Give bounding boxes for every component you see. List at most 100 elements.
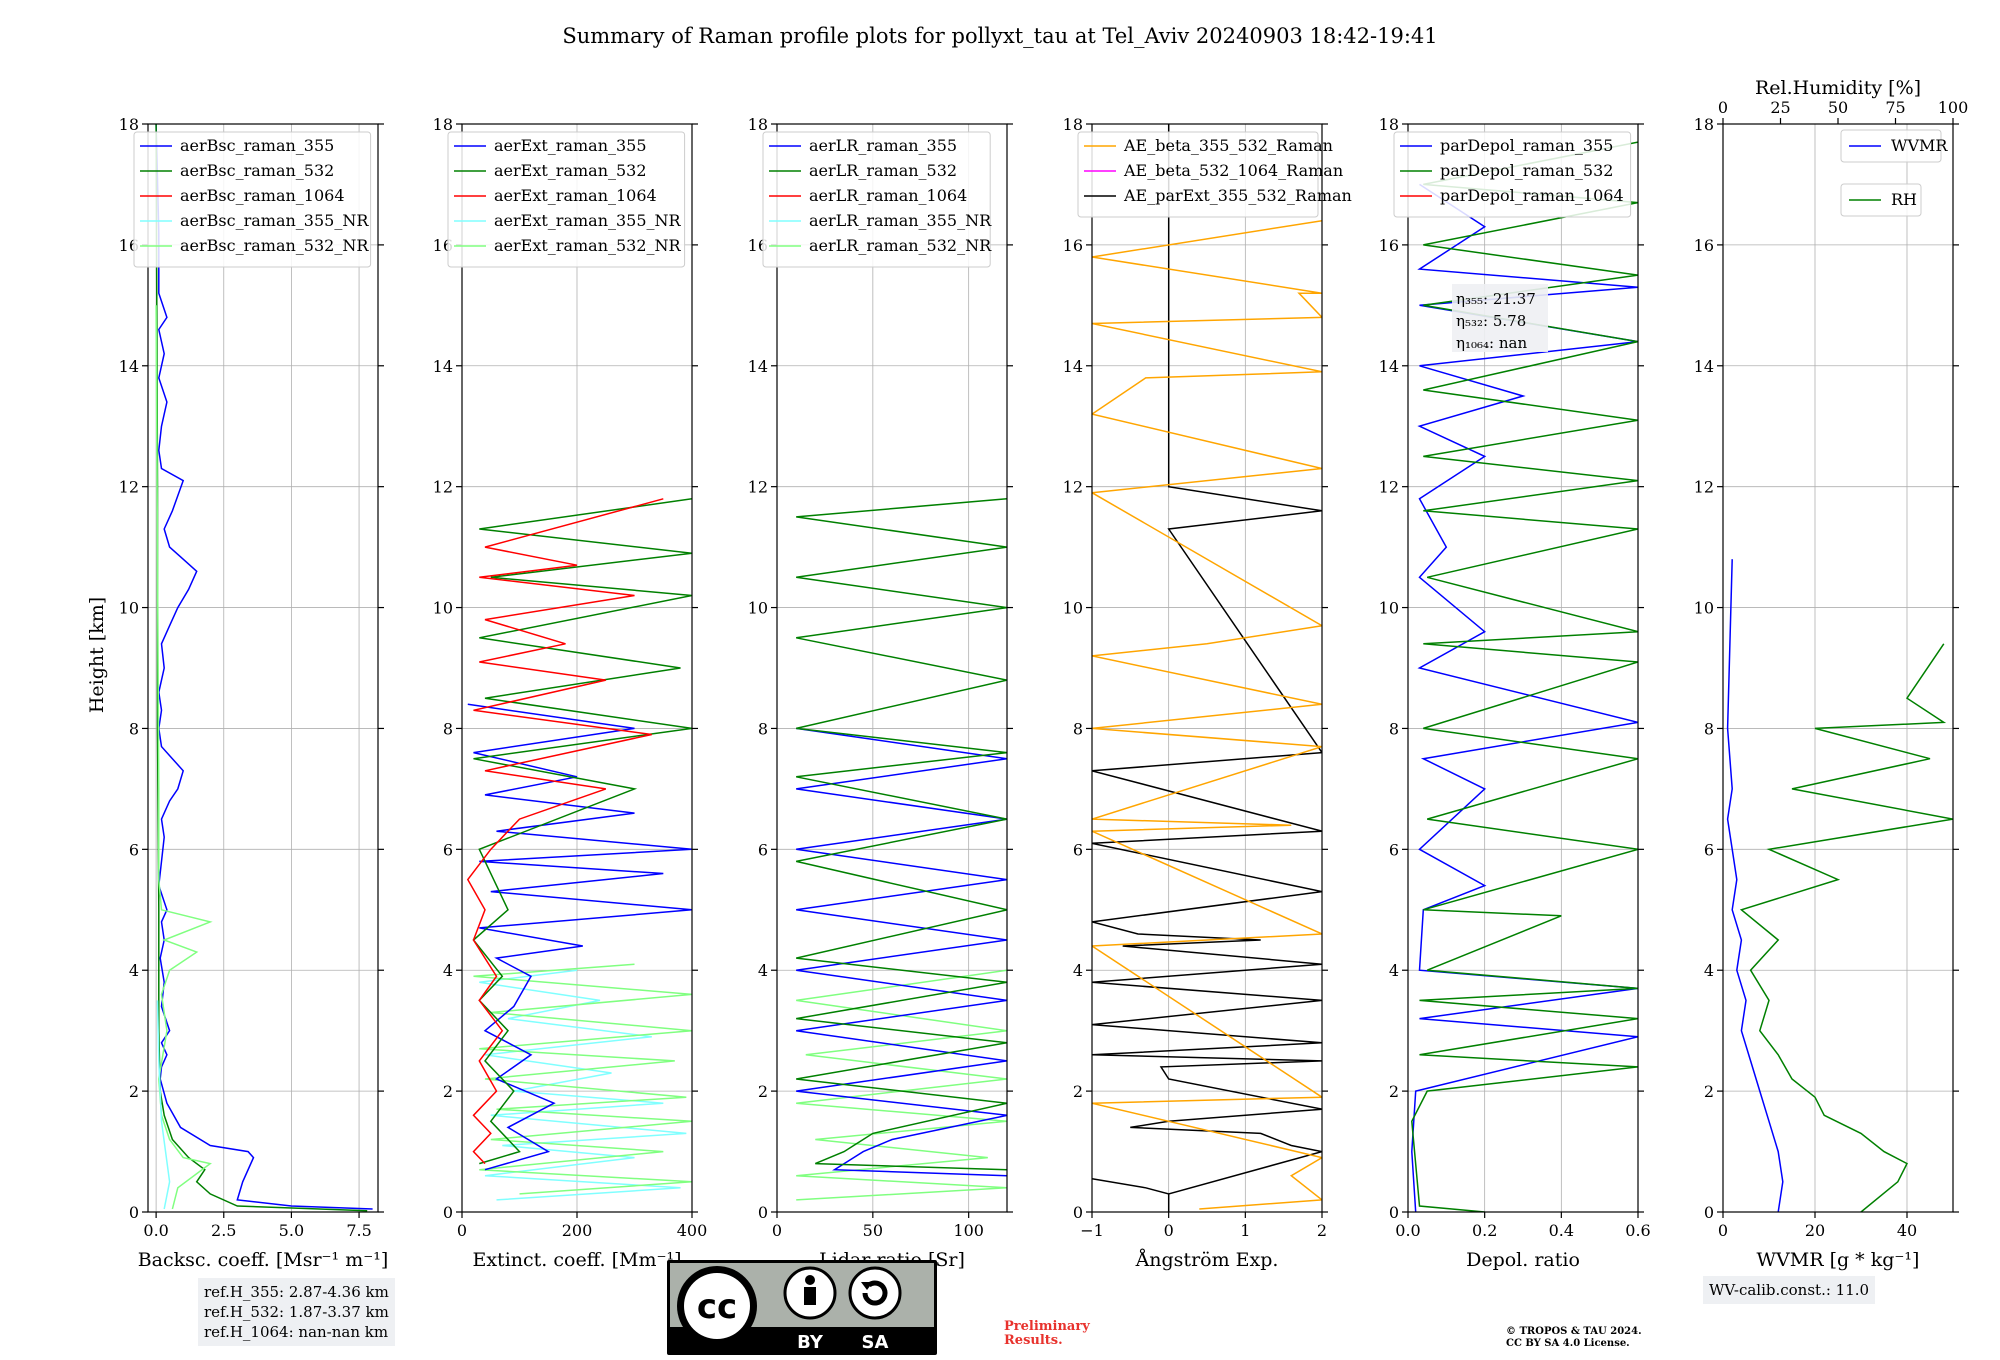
sa-label: SA: [862, 1332, 889, 1353]
y-tick-label: 18: [433, 115, 453, 134]
y-tick-label: 2: [129, 1082, 139, 1101]
cc-icon: [684, 1273, 750, 1339]
legend-label: aerLR_raman_1064: [809, 186, 967, 205]
y-tick-label: 2: [1704, 1082, 1714, 1101]
y-tick-label: 12: [433, 478, 453, 497]
y-tick-label: 16: [1379, 236, 1399, 255]
x-tick-label: 0.2: [1472, 1221, 1497, 1240]
legend-label: parDepol_raman_532: [1440, 161, 1613, 180]
y-tick-label: 8: [1073, 719, 1083, 738]
legend-label: aerBsc_raman_1064: [180, 186, 345, 205]
y-tick-label: 14: [1063, 357, 1083, 376]
legend-label: parDepol_raman_355: [1440, 136, 1613, 155]
y-tick-label: 8: [129, 719, 139, 738]
y-tick-label: 16: [1063, 236, 1083, 255]
y-tick-label: 2: [1389, 1082, 1399, 1101]
y-tick-label: 4: [129, 961, 139, 980]
legend-box: [447, 131, 686, 268]
series-aerExt_raman_1064: [466, 498, 664, 1165]
x-tick-label: 400: [677, 1221, 708, 1240]
preliminary-line-1: Preliminary: [1004, 1319, 1090, 1334]
x-tick-label: −1: [1080, 1221, 1104, 1240]
legend-box: [762, 131, 991, 268]
legend: AE_beta_355_532_Raman AE_beta_532_1064_Ra…: [1077, 131, 1352, 218]
series-aerBsc_raman_532_NR: [155, 305, 213, 1210]
y-tick-label: 0: [758, 1203, 768, 1222]
axes-frame: [776, 123, 1008, 1213]
y-tick-label: 8: [758, 719, 768, 738]
legend-label: aerExt_raman_355_NR: [494, 211, 682, 230]
depol-annotations: η₃₅₅: 21.37 η₅₃₂: 5.78 η₁₀₆₄: nan: [1452, 284, 1548, 352]
legend-label: AE_beta_532_1064_Raman: [1123, 161, 1343, 180]
x-tick-label: 0.0: [1395, 1221, 1420, 1240]
legend-box: [1393, 131, 1632, 218]
cc-license-badge[interactable]: cc BY SA: [667, 1260, 937, 1355]
y-tick-label: 6: [443, 840, 453, 859]
series-AE_beta_355_532_Raman: [1092, 219, 1322, 1210]
annotation-text: η₁₀₆₄: nan: [1456, 334, 1527, 352]
legend-label: aerExt_raman_532_NR: [494, 236, 682, 255]
legend-label: aerBsc_raman_355: [180, 136, 334, 155]
x-tick-label: 0: [1164, 1221, 1174, 1240]
by-person-head: [805, 1275, 815, 1285]
copyright-note: © TROPOS & TAU 2024. CC BY SA 4.0 Licens…: [1506, 1326, 1642, 1350]
legend-label: AE_parExt_355_532_Raman: [1123, 186, 1352, 205]
top-x-tick-label: 50: [1828, 98, 1848, 117]
x-tick-label: 20: [1805, 1221, 1825, 1240]
y-tick-label: 0: [1073, 1203, 1083, 1222]
top-x-tick-label: 100: [1938, 98, 1969, 117]
panel-lidar_ratio: 024681012141618050100Lidar ratio [Sr]aer…: [748, 115, 1013, 1271]
sa-arrow-head: [861, 1282, 873, 1290]
annotation-text: η₃₅₅: 21.37: [1456, 290, 1536, 308]
legend-label: AE_beta_355_532_Raman: [1123, 136, 1333, 155]
by-person-body: [804, 1287, 816, 1305]
y-tick-label: 10: [748, 599, 768, 618]
x-tick-label: 0.0: [143, 1221, 168, 1240]
x-tick-label: 0: [457, 1221, 467, 1240]
ref-height-355: ref.H_355: 2.87-4.36 km: [204, 1283, 389, 1301]
x-axis-label: Extinct. coeff. [Mm⁻¹]: [472, 1249, 681, 1271]
y-tick-label: 6: [1389, 840, 1399, 859]
legend-label: RH: [1891, 190, 1917, 209]
y-tick-label: 14: [1379, 357, 1399, 376]
legend-label: aerExt_raman_532: [494, 161, 647, 180]
legend-box: [133, 131, 372, 268]
y-tick-label: 8: [443, 719, 453, 738]
legend-label: aerExt_raman_1064: [494, 186, 657, 205]
y-tick-label: 0: [1389, 1203, 1399, 1222]
legend-label: WVMR: [1891, 136, 1948, 155]
x-tick-label: 50: [863, 1221, 883, 1240]
legend-label: aerLR_raman_532: [809, 161, 957, 180]
x-tick-label: 40: [1897, 1221, 1917, 1240]
legend-label: aerBsc_raman_532: [180, 161, 334, 180]
y-tick-label: 14: [433, 357, 453, 376]
legend: aerLR_raman_355 aerLR_raman_532 aerLR_rama…: [762, 131, 992, 268]
legend-WVMR: WVMR: [1840, 129, 1948, 163]
y-tick-label: 2: [443, 1082, 453, 1101]
x-tick-label: 200: [562, 1221, 593, 1240]
sa-share-alike-icon: [848, 1266, 902, 1320]
axes-frame: [1091, 123, 1323, 1213]
top-x-tick-label: 75: [1885, 98, 1905, 117]
x-axis-label: Ångström Exp.: [1135, 1249, 1279, 1271]
legend-label: aerLR_raman_355: [809, 136, 957, 155]
series-aerExt_raman_355_NR: [479, 969, 687, 1201]
legend-RH: RH: [1840, 183, 1922, 217]
x-axis-label: Depol. ratio: [1466, 1249, 1580, 1271]
y-tick-label: 14: [119, 357, 139, 376]
series-WVMR: [1726, 559, 1784, 1212]
annotation-text: η₅₃₂: 5.78: [1456, 312, 1526, 330]
y-tick-label: 8: [1389, 719, 1399, 738]
series-aerLR_raman_532_NR: [796, 969, 1007, 1201]
y-tick-label: 10: [119, 599, 139, 618]
y-tick-label: 4: [1073, 961, 1083, 980]
legend-box: [1840, 129, 1942, 163]
y-tick-label: 12: [748, 478, 768, 497]
y-tick-label: 8: [1704, 719, 1714, 738]
by-label: BY: [797, 1332, 824, 1353]
legend-label: aerBsc_raman_355_NR: [180, 211, 369, 230]
preliminary-note: Preliminary Results.: [1004, 1320, 1090, 1348]
